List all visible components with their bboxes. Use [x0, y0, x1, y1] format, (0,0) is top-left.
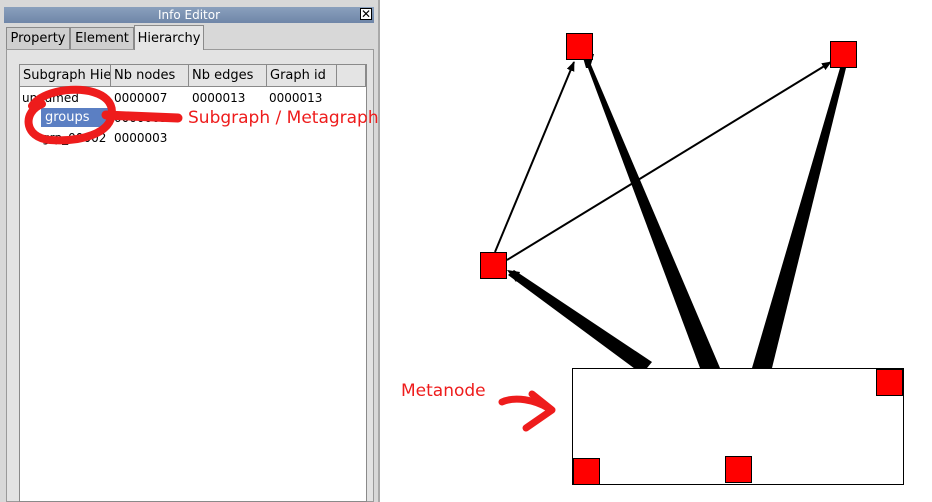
column-header-filler: [337, 65, 366, 87]
window-title: Info Editor: [4, 7, 374, 23]
subgraph-circle-annotation-icon: [24, 85, 183, 145]
column-header-nb-edges[interactable]: Nb edges: [189, 65, 267, 87]
tree-row-groups-selected[interactable]: groups: [41, 108, 111, 127]
tab-property[interactable]: Property: [6, 27, 70, 49]
graph-node[interactable]: [566, 33, 593, 60]
close-button[interactable]: ✕: [360, 7, 372, 21]
tree-row-id: 0000013: [269, 91, 323, 105]
tree-row-nodes: 0000007: [114, 91, 168, 105]
tab-element[interactable]: Element: [70, 27, 134, 49]
column-header-subgraph[interactable]: Subgraph Hie: [20, 65, 111, 87]
tab-hierarchy[interactable]: Hierarchy: [134, 25, 204, 50]
graph-node[interactable]: [573, 458, 600, 485]
column-header-nb-nodes[interactable]: Nb nodes: [111, 65, 189, 87]
metanode-annotation-label: Metanode: [401, 381, 486, 401]
graph-node[interactable]: [830, 41, 857, 68]
tree-row-edges: 0000013: [192, 91, 246, 105]
tree-row-nodes: 0000003: [114, 131, 168, 145]
graph-node[interactable]: [876, 369, 903, 396]
graph-node[interactable]: [725, 456, 752, 483]
subgraph-annotation-label: Subgraph / Metagraph: [188, 108, 379, 128]
graph-node[interactable]: [480, 252, 507, 279]
metanode-arrow-annotation-icon: [498, 390, 556, 432]
column-header-graph-id[interactable]: Graph id: [267, 65, 337, 87]
